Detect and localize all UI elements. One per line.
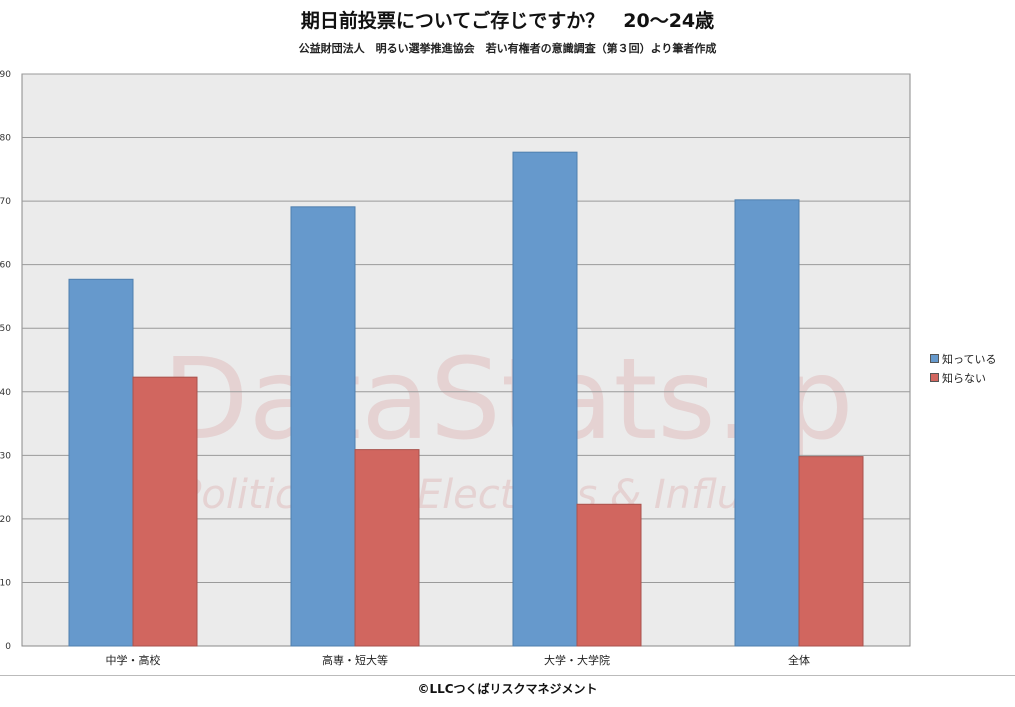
y-tick-label: 10 — [0, 578, 11, 588]
y-tick-label: 0 — [5, 642, 11, 652]
bar-known — [734, 199, 800, 647]
x-tick-label: 大学・大学院 — [544, 653, 610, 667]
y-tick-label: 20 — [0, 515, 11, 525]
legend-label-unknown: 知らない — [942, 371, 986, 385]
y-tick-label: 40 — [0, 388, 11, 398]
y-tick-label: 30 — [0, 451, 11, 461]
bar-known — [68, 278, 134, 647]
x-tick-label: 中学・高校 — [106, 653, 161, 667]
bar-unknown — [132, 376, 198, 647]
watermark-sub-text: Politicians , Elections & Influence — [177, 472, 839, 518]
legend-item-unknown: 知らない — [930, 368, 996, 387]
y-tick-label: 60 — [0, 261, 11, 271]
legend-swatch-unknown — [930, 373, 939, 382]
bar-known — [512, 151, 578, 647]
copyright-footer: ©LLCつくばリスクマネジメント — [417, 682, 598, 696]
y-tick-label: 70 — [0, 197, 11, 207]
chart-title: 期日前投票についてご存じですか？ 20〜24歳 — [300, 10, 715, 32]
bar-unknown — [576, 503, 642, 647]
footer-divider — [0, 675, 1015, 676]
legend-item-known: 知っている — [930, 349, 996, 368]
x-tick-label: 全体 — [788, 653, 810, 667]
bar-unknown — [354, 449, 420, 647]
bar-known — [290, 206, 356, 647]
legend-label-known: 知っている — [942, 352, 997, 366]
bar-unknown — [798, 456, 864, 647]
x-tick-label: 高専・短大等 — [322, 653, 388, 667]
y-tick-label: 50 — [0, 324, 11, 334]
legend-swatch-known — [930, 354, 939, 363]
chart-subtitle: 公益財団法人 明るい選挙推進協会 若い有権者の意識調査（第３回）より筆者作成 — [298, 42, 717, 55]
y-tick-label: 90 — [0, 70, 11, 80]
legend: 知っている 知らない — [930, 349, 996, 387]
y-tick-label: 80 — [0, 134, 11, 144]
